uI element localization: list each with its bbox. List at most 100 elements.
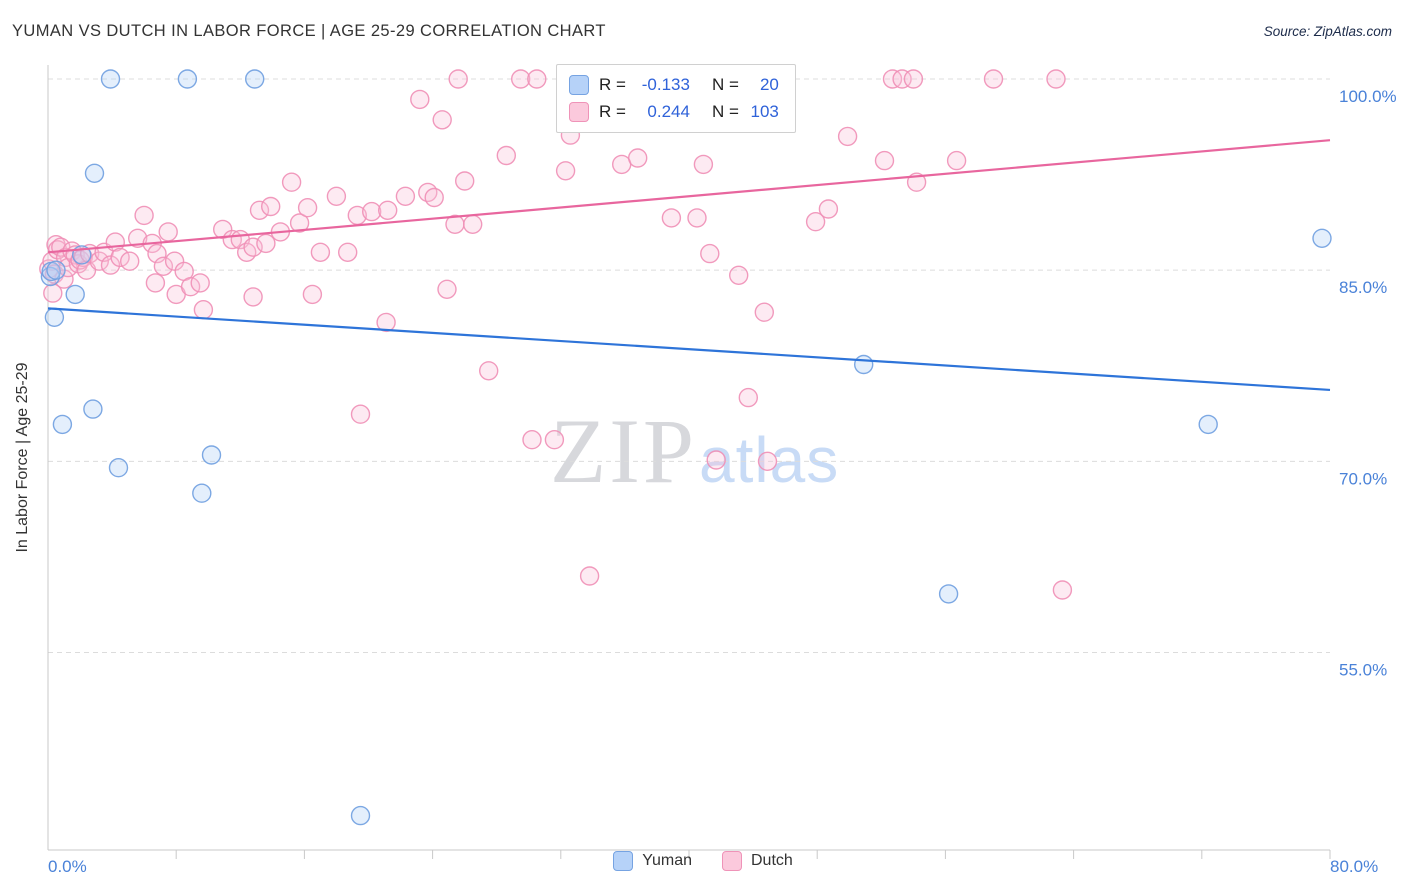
data-point-dutch xyxy=(43,283,63,303)
data-point-dutch xyxy=(946,150,967,171)
data-point-dutch xyxy=(729,265,749,285)
dutch-swatch-icon xyxy=(722,851,742,871)
data-point-dutch xyxy=(236,242,257,263)
correlation-legend-box: R = -0.133 N = 20 R = 0.244 N = 103 xyxy=(556,64,796,133)
data-point-dutch xyxy=(555,161,576,181)
data-point-yuman xyxy=(65,284,85,305)
data-point-dutch xyxy=(190,273,210,293)
data-point-dutch xyxy=(256,233,276,254)
dutch-swatch-icon xyxy=(569,102,589,122)
data-point-yuman xyxy=(201,445,222,465)
data-point-dutch xyxy=(362,201,382,222)
data-point-dutch xyxy=(463,214,483,235)
y-axis-label: In Labor Force | Age 25-29 xyxy=(14,362,31,552)
data-point-dutch xyxy=(432,110,452,130)
data-point-dutch xyxy=(338,242,358,263)
data-point-dutch xyxy=(350,404,371,424)
data-point-dutch xyxy=(511,69,531,89)
data-point-yuman xyxy=(44,307,65,327)
data-point-dutch xyxy=(903,69,924,89)
data-point-dutch xyxy=(805,211,826,232)
yuman-swatch-icon xyxy=(569,75,589,95)
r-value: -0.133 xyxy=(641,75,690,94)
data-point-dutch xyxy=(448,69,468,89)
series-legend: Yuman Dutch xyxy=(0,851,1406,871)
data-point-dutch xyxy=(455,171,475,191)
data-point-yuman xyxy=(46,260,66,280)
data-point-yuman xyxy=(350,805,371,826)
data-point-yuman xyxy=(854,354,874,375)
r-label: R = xyxy=(599,102,626,121)
data-point-dutch xyxy=(281,172,302,192)
data-point-dutch xyxy=(700,243,720,264)
data-point-dutch xyxy=(289,213,310,233)
data-point-dutch xyxy=(134,205,154,226)
data-point-dutch xyxy=(687,208,707,228)
y-tick-label: 55.0% xyxy=(1339,660,1387,679)
data-point-dutch xyxy=(628,148,648,168)
y-tick-label: 70.0% xyxy=(1339,469,1387,488)
data-point-dutch xyxy=(892,69,912,89)
data-point-dutch xyxy=(757,451,778,471)
data-point-dutch xyxy=(158,222,178,242)
trend-line-dutch xyxy=(47,139,1331,254)
data-point-yuman xyxy=(100,69,121,89)
legend-item-dutch[interactable]: Dutch xyxy=(722,851,793,871)
data-point-dutch xyxy=(302,284,323,305)
data-point-dutch xyxy=(418,182,438,203)
data-point-dutch xyxy=(1046,69,1066,89)
data-point-dutch xyxy=(661,208,682,228)
data-point-dutch xyxy=(754,302,774,322)
data-point-dutch xyxy=(544,430,565,450)
n-value: 20 xyxy=(759,75,779,94)
data-point-dutch xyxy=(193,300,214,320)
yuman-swatch-icon xyxy=(613,851,634,871)
data-point-dutch xyxy=(818,199,839,219)
legend-item-yuman[interactable]: Yuman xyxy=(613,851,692,871)
data-point-dutch xyxy=(261,196,281,217)
legend-item-label: Dutch xyxy=(751,852,793,869)
data-point-dutch xyxy=(376,312,396,333)
data-point-dutch xyxy=(983,69,1004,89)
n-label: N = xyxy=(711,75,739,94)
data-point-dutch xyxy=(378,200,398,221)
y-tick-label: 85.0% xyxy=(1339,278,1387,297)
data-point-yuman xyxy=(1198,414,1218,435)
data-point-dutch xyxy=(145,273,166,293)
n-label: N = xyxy=(711,102,739,121)
data-point-dutch xyxy=(249,200,270,221)
data-point-dutch xyxy=(437,279,457,299)
page-title: YUMAN VS DUTCH IN LABOR FORCE | AGE 25-2… xyxy=(12,22,606,40)
data-point-yuman xyxy=(1312,228,1332,249)
data-point-dutch xyxy=(243,287,263,307)
data-point-dutch xyxy=(326,186,347,207)
data-point-dutch xyxy=(612,154,632,175)
legend-item-label: Yuman xyxy=(642,852,692,869)
data-point-yuman xyxy=(84,163,105,184)
data-point-dutch xyxy=(127,228,148,249)
data-point-dutch xyxy=(180,277,201,297)
data-point-yuman xyxy=(52,414,73,435)
data-point-dutch xyxy=(706,450,726,470)
data-point-yuman xyxy=(108,458,129,478)
x-tick-label: 0.0% xyxy=(48,857,87,876)
r-label: R = xyxy=(599,75,626,94)
n-value: 103 xyxy=(750,102,779,121)
data-point-dutch xyxy=(119,251,140,271)
data-point-dutch xyxy=(522,430,542,450)
data-point-dutch xyxy=(738,387,758,408)
data-point-dutch xyxy=(837,126,858,147)
data-point-dutch xyxy=(424,187,444,208)
data-point-dutch xyxy=(1052,580,1073,600)
data-point-yuman xyxy=(938,584,959,604)
data-point-yuman xyxy=(83,399,103,419)
source-link[interactable]: Source: ZipAtlas.com xyxy=(1263,24,1392,39)
legend-row-yuman: R = -0.133 N = 20 xyxy=(569,75,779,95)
data-point-yuman xyxy=(192,483,212,503)
data-point-dutch xyxy=(153,256,174,276)
y-tick-label: 100.0% xyxy=(1339,87,1397,106)
data-point-dutch xyxy=(527,69,547,89)
data-point-dutch xyxy=(693,154,714,175)
data-point-dutch xyxy=(110,247,130,268)
